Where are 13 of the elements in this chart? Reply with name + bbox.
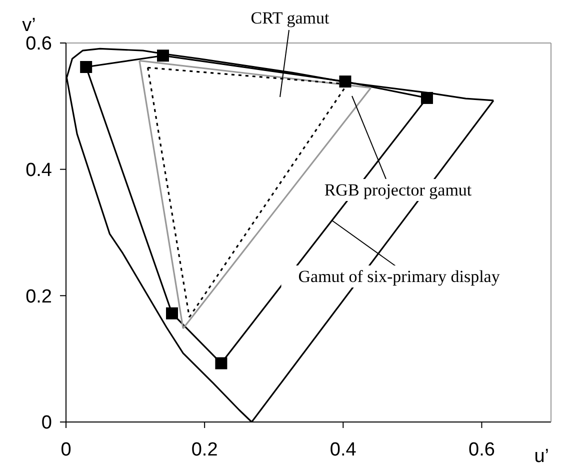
x-tick-label: 0 [60, 439, 72, 460]
x-tick-label: 0.2 [191, 439, 218, 460]
x-tick-label: 0.6 [468, 439, 495, 460]
y-tick-label: 0.4 [26, 160, 52, 182]
y-tick-label: 0.6 [26, 34, 52, 55]
y-tick-label: 0.2 [26, 286, 52, 308]
annotation: Gamut of six-primary display [298, 267, 500, 286]
y-axis-title: v’ [22, 15, 36, 36]
x-axis-title: u’ [534, 446, 549, 467]
annotation: RGB projector gamut [324, 180, 472, 200]
y-tick-label: 0 [41, 412, 52, 434]
text: CRT gamut [250, 8, 330, 28]
x-tick-label: 0.4 [330, 439, 357, 460]
